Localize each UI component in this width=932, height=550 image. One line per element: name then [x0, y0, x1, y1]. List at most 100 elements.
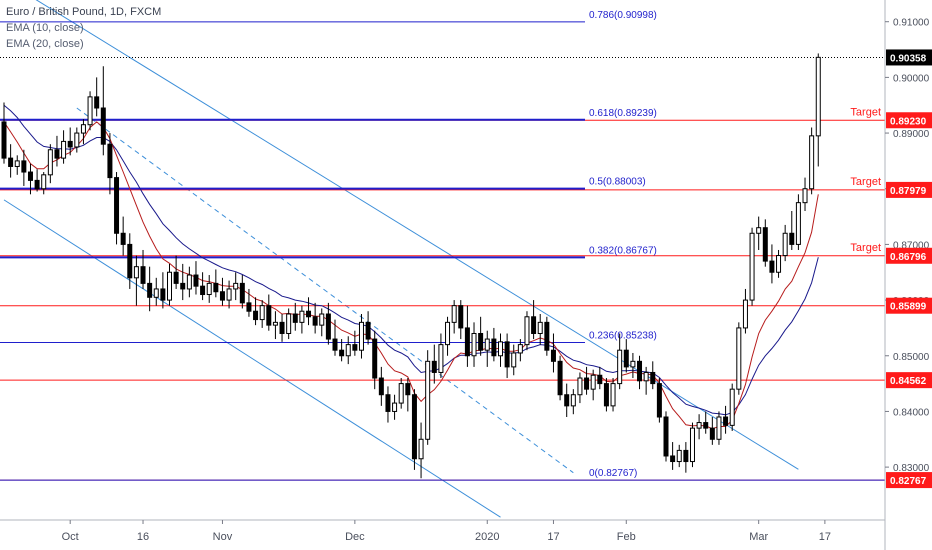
candle-body — [61, 140, 67, 159]
candle-body — [623, 349, 629, 368]
candle-body — [87, 96, 93, 126]
candle-body — [332, 338, 338, 351]
candle-body — [769, 260, 775, 273]
x-tick-label: Feb — [617, 531, 636, 543]
candle-body — [385, 394, 391, 412]
candle-body — [584, 377, 590, 390]
candle-body — [147, 282, 153, 298]
candle-body — [352, 344, 358, 351]
candle-body — [802, 188, 808, 204]
candle-body — [226, 288, 232, 301]
y-tick-label: 0.85000 — [893, 352, 930, 363]
level-price-label-text: 0.89230 — [890, 116, 927, 127]
candle-body — [782, 232, 788, 257]
level-price-label-text: 0.82767 — [890, 476, 927, 487]
x-tick-label: Nov — [213, 531, 233, 543]
candle-body — [74, 132, 80, 148]
candle-body — [550, 349, 556, 362]
candle-body — [133, 266, 139, 279]
candle-body — [749, 232, 755, 301]
candle-body — [809, 135, 815, 190]
candle-body — [54, 149, 60, 159]
candle-body — [94, 96, 100, 109]
legend-ema20[interactable]: EMA (20, close) — [6, 38, 84, 50]
fib-label: 0(0.82767) — [589, 468, 637, 479]
candle-body — [219, 291, 225, 301]
candle-body — [425, 360, 431, 440]
candle-body — [47, 149, 53, 176]
target-annotation: Target — [850, 242, 881, 254]
candle-body — [795, 202, 801, 245]
fib-label: 0.786(0.90998) — [589, 10, 657, 21]
channel-line — [35, 0, 799, 470]
last-price-label-text: 0.90358 — [890, 53, 927, 64]
candle-body — [153, 288, 159, 298]
candle-body — [193, 274, 199, 287]
candle-body — [378, 377, 384, 396]
candle-body — [471, 332, 477, 357]
fib-label: 0.618(0.89239) — [589, 108, 657, 119]
candle-body — [140, 266, 146, 284]
candle-body — [160, 288, 166, 301]
candle-body — [27, 171, 33, 181]
candle-body — [630, 360, 636, 368]
candle-body — [709, 427, 715, 440]
x-tick-label: 17 — [819, 531, 831, 543]
level-price-label-box — [886, 181, 932, 198]
candle-body — [815, 56, 821, 137]
candle-body — [8, 157, 14, 167]
fibonacci-retracement[interactable]: 0.786(0.90998) 0.618(0.89239) 0.5(0.88003)… — [0, 10, 885, 481]
candle-body — [246, 302, 252, 312]
candle-body — [345, 344, 351, 357]
legend-title[interactable]: Euro / British Pound, 1D, FXCM — [6, 6, 162, 18]
target-annotation: Target — [850, 106, 881, 118]
legend-ema10[interactable]: EMA (10, close) — [6, 22, 84, 34]
candle-body — [511, 352, 517, 368]
chart-legend: Euro / British Pound, 1D, FXCM EMA (10, … — [6, 4, 161, 52]
candle-body — [339, 349, 345, 357]
last-price-label-box — [886, 49, 932, 66]
level-price-label-box — [886, 247, 932, 264]
level-price-label-box — [886, 472, 932, 489]
y-tick-label: 0.87000 — [893, 240, 930, 251]
candle-body — [319, 313, 325, 326]
candle-body — [637, 360, 643, 382]
candle-body — [372, 338, 378, 379]
candle-body — [418, 438, 424, 460]
candle-body — [67, 140, 73, 148]
candle-body — [597, 374, 603, 385]
candle-body — [239, 282, 245, 304]
candle-body — [789, 232, 795, 245]
candle-body — [564, 394, 570, 407]
candle-body — [590, 374, 596, 390]
candle-body — [186, 274, 192, 290]
candle-body — [259, 305, 265, 321]
level-price-label-box — [886, 297, 932, 314]
candle-body — [392, 402, 398, 412]
candle-body — [253, 310, 259, 321]
candle-body — [617, 349, 623, 385]
candle-body — [306, 310, 312, 318]
y-tick-label: 0.91000 — [893, 18, 930, 29]
level-price-label-text: 0.86796 — [890, 252, 927, 263]
candle-body — [80, 124, 86, 134]
candle-body — [279, 321, 285, 334]
trend-channel[interactable] — [3, 0, 799, 518]
x-tick-label: 17 — [547, 531, 559, 543]
ema20-line — [3, 104, 819, 416]
candle-body — [557, 360, 563, 396]
candle-body — [683, 449, 689, 463]
candle-body — [365, 321, 371, 340]
target-annotation: Target — [850, 176, 881, 188]
fib-label: 0.236(0.85238) — [589, 331, 657, 342]
x-tick-label: Dec — [345, 531, 365, 543]
candle-body — [650, 371, 656, 385]
candle-body — [411, 394, 417, 460]
candle-body — [167, 271, 172, 301]
candle-body — [127, 243, 133, 279]
candle-body — [537, 321, 543, 334]
candle-body — [398, 383, 404, 404]
candle-body — [445, 321, 451, 346]
